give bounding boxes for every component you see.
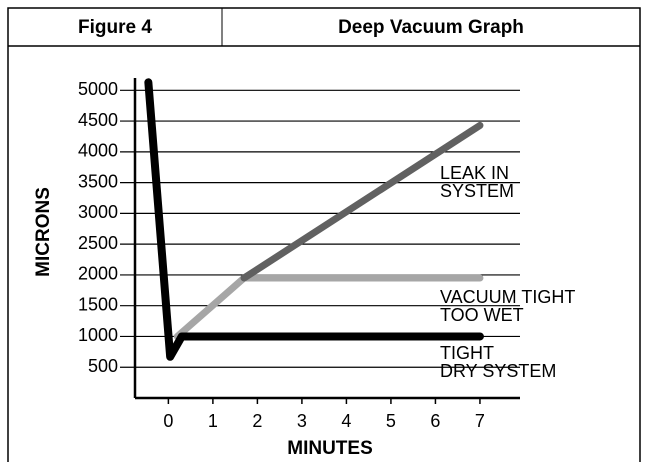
series-label: TOO WET [440, 305, 524, 325]
frame [7, 7, 641, 462]
x-tick-label: 7 [475, 411, 485, 431]
x-tick-label: 4 [341, 411, 351, 431]
series-label: TIGHT [440, 343, 494, 363]
series-label: LEAK IN [440, 163, 509, 183]
y-tick-label: 4000 [78, 141, 118, 161]
x-axis-label: MINUTES [287, 438, 373, 459]
y-tick-label: 5000 [78, 79, 118, 99]
x-tick-label: 2 [252, 411, 262, 431]
series-line [240, 121, 484, 282]
y-tick-label: 1000 [78, 325, 118, 345]
y-tick-label: 4500 [78, 110, 118, 130]
figure-number: Figure 4 [78, 17, 152, 38]
x-tick-label: 1 [208, 411, 218, 431]
series-label: DRY SYSTEM [440, 361, 556, 381]
series-label: VACUUM TIGHT [440, 287, 575, 307]
y-tick-label: 3500 [78, 171, 118, 191]
figure-title: Deep Vacuum Graph [338, 17, 524, 38]
y-tick-label: 2500 [78, 233, 118, 253]
series-line [144, 78, 484, 361]
series-label: SYSTEM [440, 181, 514, 201]
x-tick-label: 6 [430, 411, 440, 431]
x-tick-label: 5 [386, 411, 396, 431]
y-axis-label: MICRONS [33, 187, 54, 277]
y-tick-label: 3000 [78, 202, 118, 222]
series-line [173, 274, 484, 340]
x-tick-label: 3 [297, 411, 307, 431]
y-tick-label: 2000 [78, 264, 118, 284]
y-tick-label: 500 [88, 356, 118, 376]
x-tick-label: 0 [163, 411, 173, 431]
y-tick-label: 1500 [78, 294, 118, 314]
